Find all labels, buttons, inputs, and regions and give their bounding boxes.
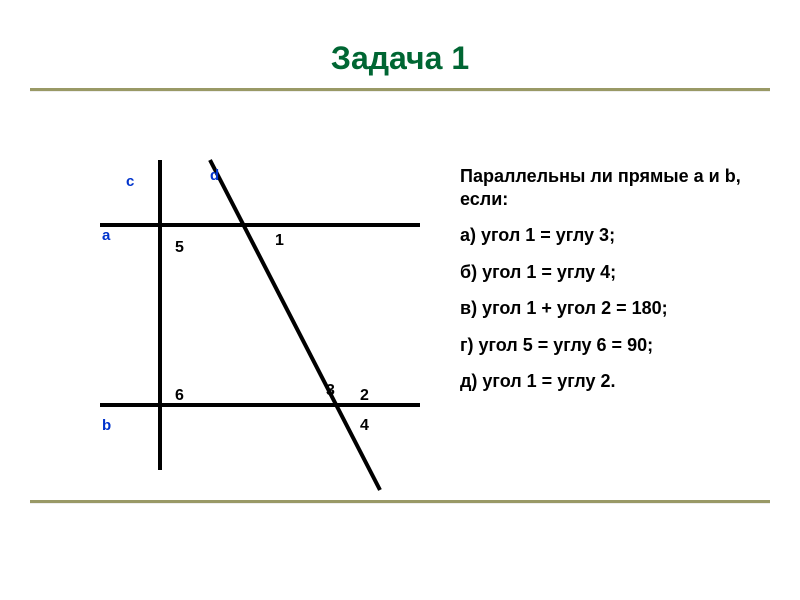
slide-page: Задача 1 a b с d 1 2 3 4 5 6 Параллельны ли прям… — [0, 0, 800, 600]
question-item: д) угол 1 = углу 2. — [460, 370, 760, 393]
divider-bottom — [30, 500, 770, 503]
geometry-diagram: a b с d 1 2 3 4 5 6 — [60, 130, 440, 510]
question-prompt: Параллельны ли прямые a и b, если: — [460, 165, 760, 210]
angle-label-1: 1 — [275, 232, 284, 249]
line-label-d: d — [210, 167, 219, 184]
angle-label-3: 3 — [326, 382, 335, 399]
angle-label-4: 4 — [360, 417, 369, 434]
diagram-lines — [100, 160, 420, 490]
line-label-b: b — [102, 417, 111, 434]
question-item: г) угол 5 = углу 6 = 90; — [460, 334, 760, 357]
angle-label-5: 5 — [175, 239, 184, 256]
line-label-c: с — [126, 173, 134, 190]
question-item: в) угол 1 + угол 2 = 180; — [460, 297, 760, 320]
line-label-a: a — [102, 227, 111, 244]
question-item: а) угол 1 = углу 3; — [460, 224, 760, 247]
diagram-svg: a b с d 1 2 3 4 5 6 — [60, 130, 440, 510]
angle-label-6: 6 — [175, 387, 184, 404]
divider-top — [30, 88, 770, 91]
question-item: б) угол 1 = углу 4; — [460, 261, 760, 284]
angle-label-2: 2 — [360, 387, 369, 404]
slide-title: Задача 1 — [0, 40, 800, 77]
question-block: Параллельны ли прямые a и b, если: а) уг… — [460, 165, 760, 393]
line-d — [210, 160, 380, 490]
